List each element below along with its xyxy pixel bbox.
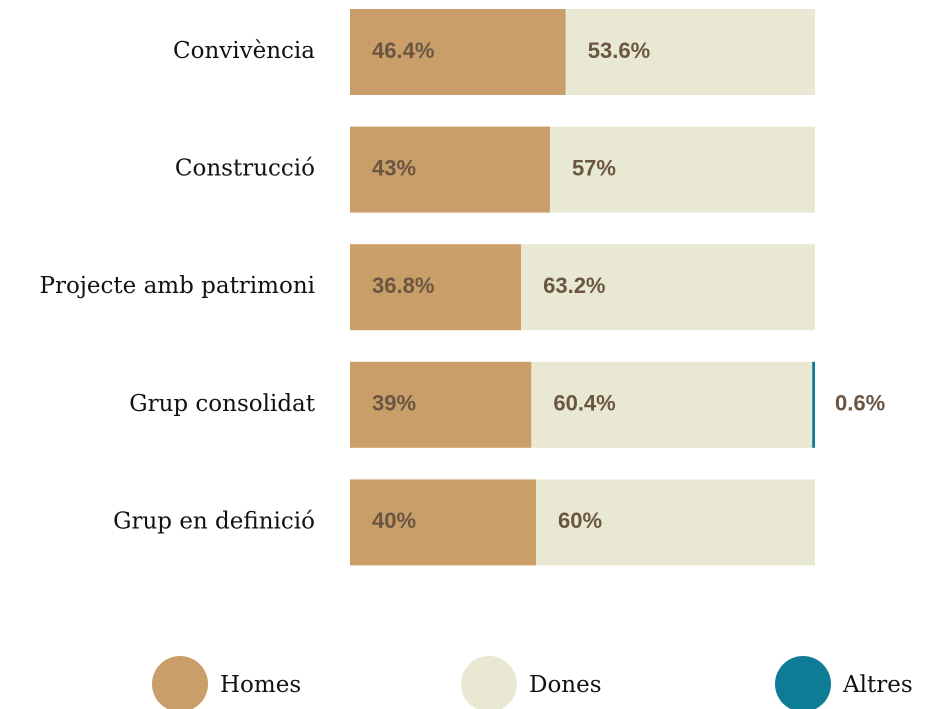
bar-segment	[350, 244, 522, 331]
legend-swatch	[461, 656, 517, 709]
value-label: 63.2%	[543, 273, 605, 298]
value-label: 60.4%	[553, 391, 615, 416]
value-label: 60%	[558, 508, 602, 533]
category-label: Construcció	[175, 156, 315, 182]
bar-segment	[350, 9, 566, 95]
bar-segment	[812, 361, 815, 448]
bar-segment	[565, 9, 815, 95]
value-label: 46.4%	[372, 38, 434, 63]
legend-label: Dones	[529, 672, 602, 698]
legend-swatch	[152, 656, 208, 709]
value-label: 43%	[372, 155, 416, 180]
value-label: 36.8%	[372, 273, 434, 298]
bar-segment	[536, 479, 815, 566]
category-label: Projecte amb patrimoni	[39, 273, 315, 299]
value-label: 53.6%	[588, 38, 650, 63]
legend-swatch	[775, 656, 831, 709]
value-label: 40%	[372, 508, 416, 533]
category-label: Grup en definició	[113, 508, 315, 534]
legend-label: Altres	[842, 672, 913, 698]
category-label: Convivència	[173, 38, 315, 64]
bar-segment	[549, 126, 815, 213]
bar-segment	[350, 126, 550, 213]
value-label: 0.6%	[835, 391, 885, 416]
category-label: Grup consolidat	[129, 391, 316, 417]
bar-segment	[531, 361, 813, 448]
legend-label: Homes	[220, 672, 301, 698]
bar-segment	[350, 361, 532, 448]
bar-segment	[521, 244, 815, 331]
value-label: 39%	[372, 391, 416, 416]
value-label: 57%	[572, 155, 616, 180]
bar-segment	[350, 479, 536, 566]
